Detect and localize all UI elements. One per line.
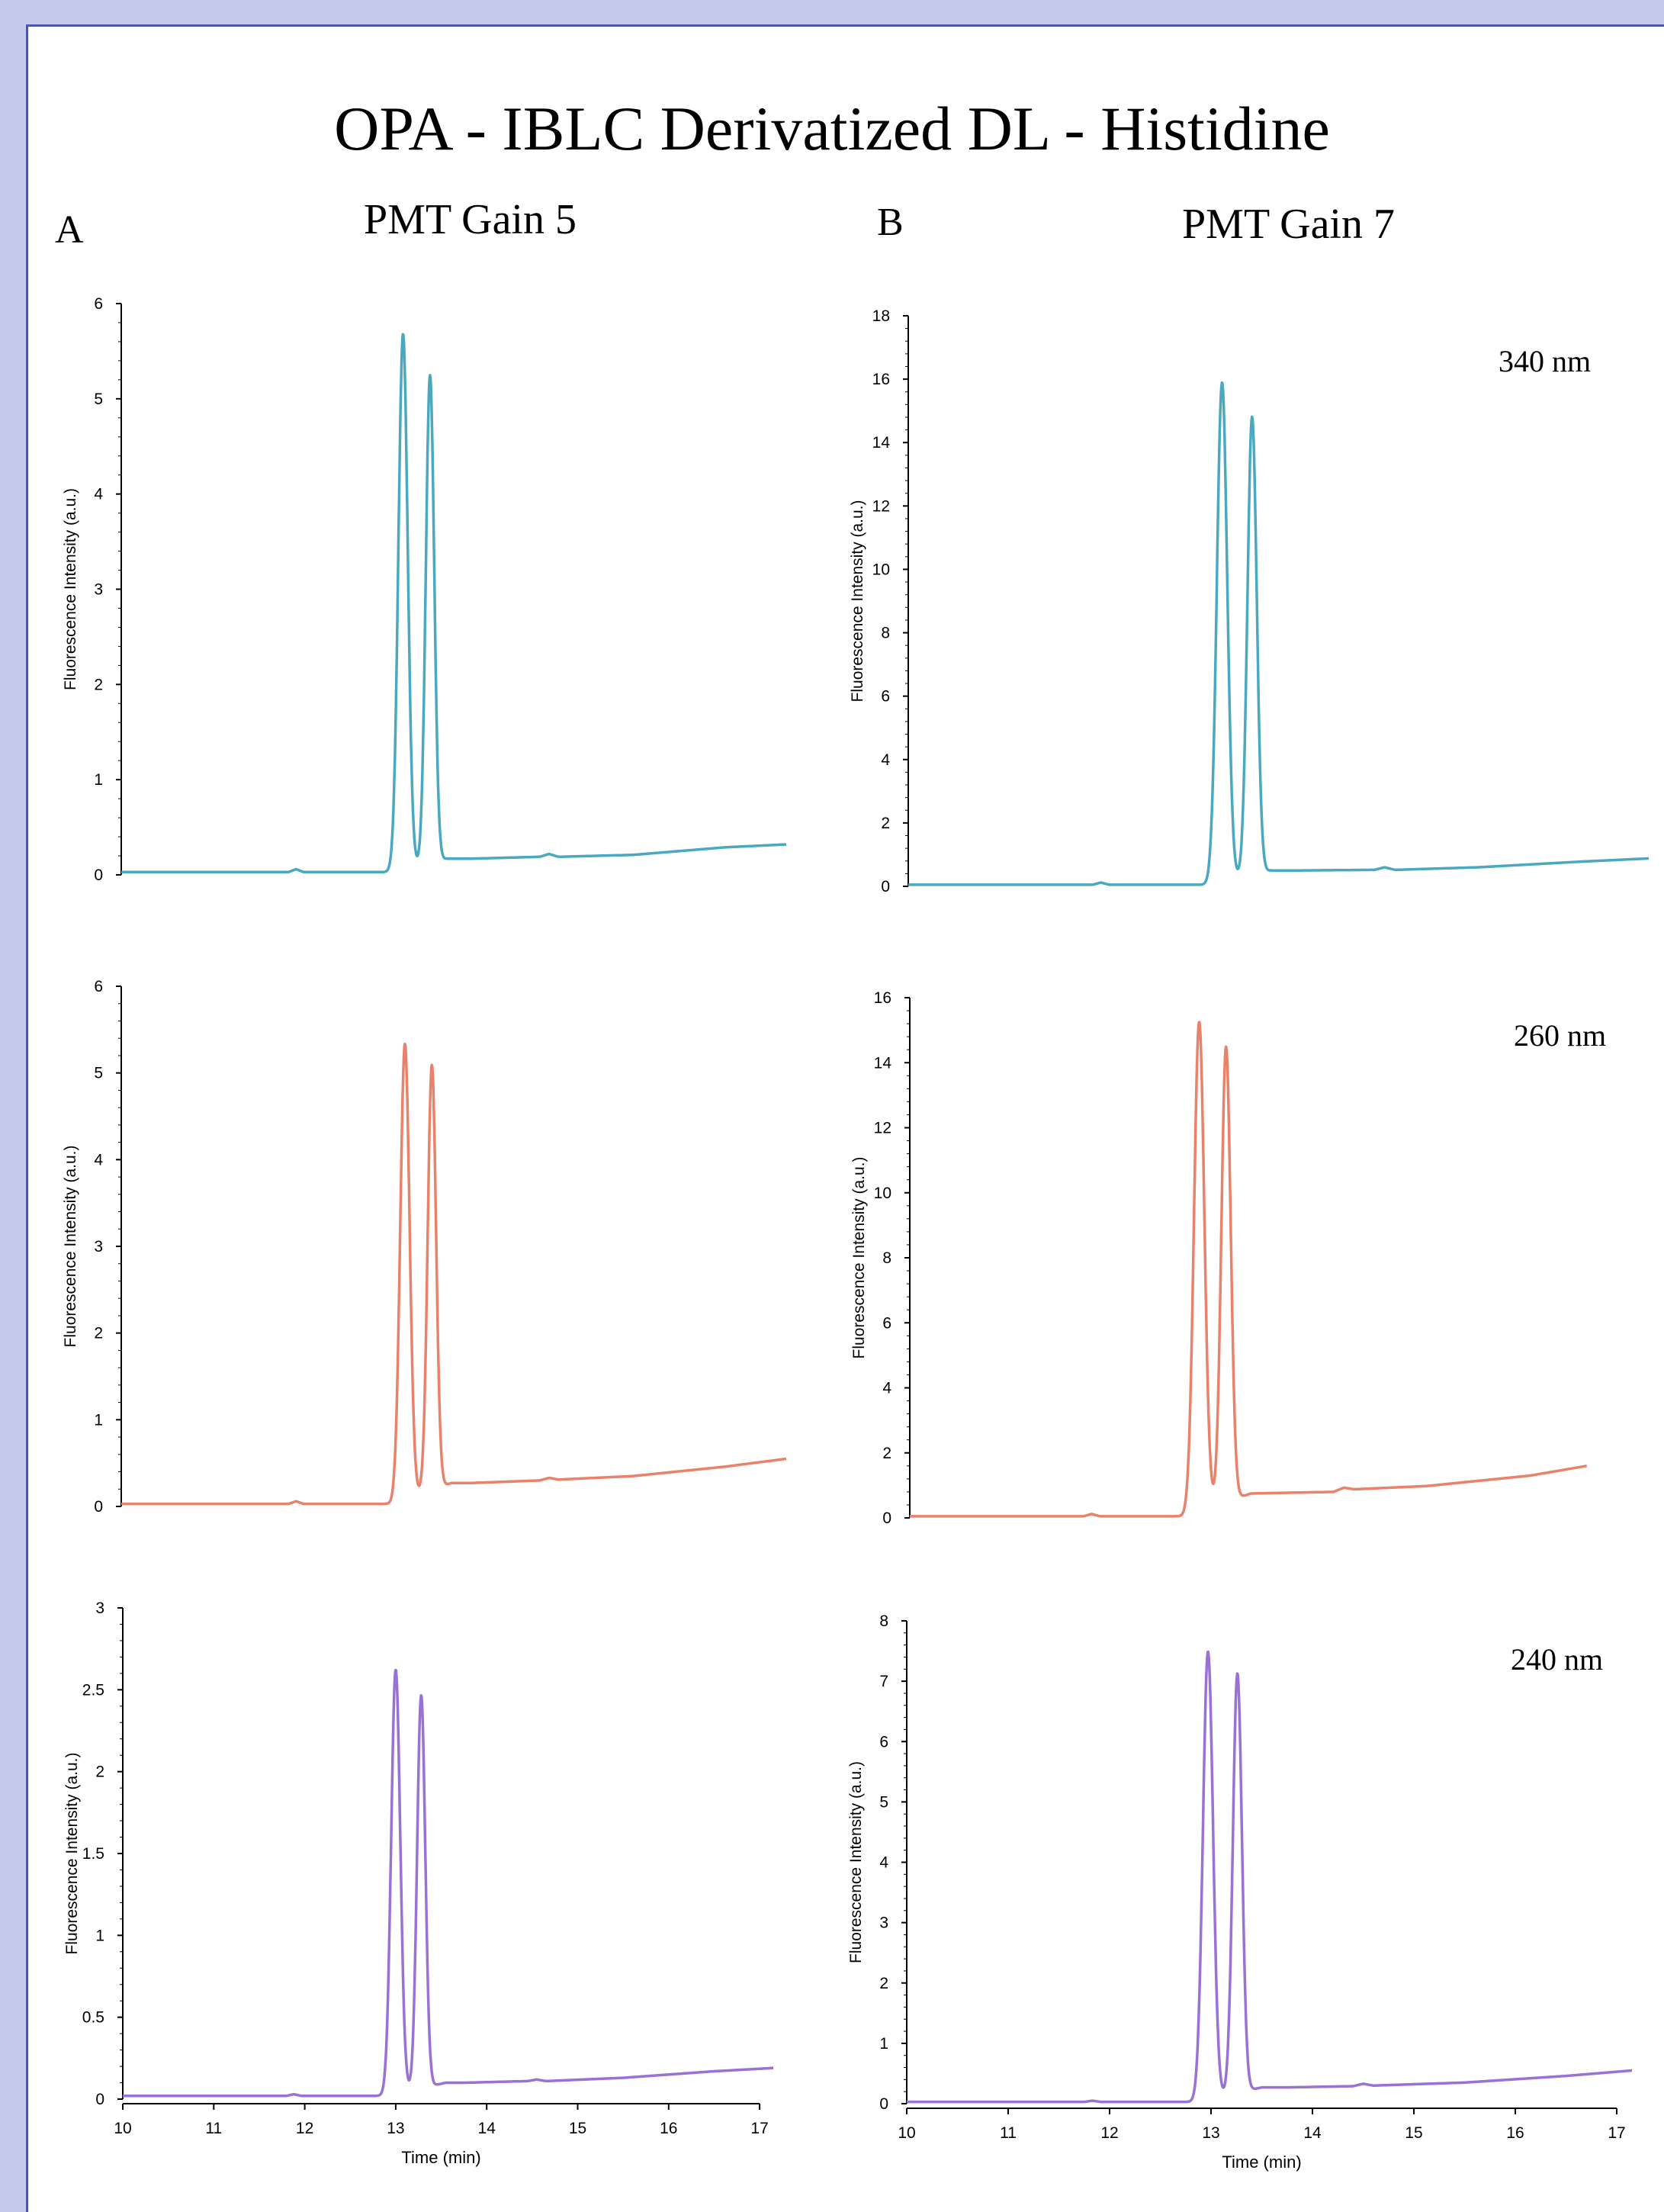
series-line <box>120 1042 788 1506</box>
y-tick-label: 2 <box>881 815 890 832</box>
y-tick-label: 6 <box>879 1733 888 1751</box>
x-tick-label: 10 <box>114 2120 131 2137</box>
y-tick-label: 10 <box>872 561 890 578</box>
x-tick-label: 14 <box>478 2120 496 2137</box>
y-tick-label: 4 <box>879 1854 888 1872</box>
y-tick-label: 2.5 <box>82 1681 104 1699</box>
y-axis-label: Fluorescence Intensity (a.u.) <box>63 1753 81 1955</box>
chart-B2: 0 2 4 6 8 10 12 14 16 Fluorescence Intensity (a.u… <box>850 989 1606 1527</box>
panel-label-b: B <box>877 201 904 244</box>
x-axis-label: Time (min) <box>401 2148 480 2167</box>
wavelength-label: 340 nm <box>1499 344 1591 378</box>
x-tick-label: 15 <box>1405 2124 1422 2142</box>
x-axis-label: Time (min) <box>1222 2153 1301 2172</box>
series-line <box>908 1021 1588 1518</box>
panel-label-a: A <box>55 208 84 252</box>
x-tick-label: 17 <box>750 2120 768 2137</box>
y-tick-label: 12 <box>874 1120 891 1137</box>
series-line <box>907 381 1650 886</box>
y-tick-label: 1.5 <box>82 1845 104 1863</box>
y-tick-label: 0 <box>94 866 103 884</box>
x-tick-label: 12 <box>296 2120 313 2137</box>
y-tick-label: 14 <box>872 434 891 452</box>
x-tick-label: 10 <box>898 2124 915 2142</box>
y-tick-label: 3 <box>94 581 103 599</box>
y-tick-label: 0 <box>881 878 890 895</box>
y-tick-label: 6 <box>94 295 103 313</box>
y-tick-label: 2 <box>879 1975 888 1992</box>
y-tick-label: 3 <box>879 1915 888 1932</box>
y-axis-label: Fluorescence Intensity (a.u.) <box>62 488 79 690</box>
y-tick-label: 3 <box>95 1600 104 1617</box>
x-tick-label: 12 <box>1100 2124 1118 2142</box>
y-tick-label: 2 <box>94 1325 103 1342</box>
y-tick-label: 0 <box>94 1498 103 1516</box>
series-line <box>120 333 788 874</box>
y-tick-label: 5 <box>879 1793 888 1811</box>
y-tick-label: 10 <box>874 1185 891 1202</box>
y-tick-label: 14 <box>874 1054 892 1072</box>
y-axis-label: Fluorescence Intensity (a.u.) <box>62 1146 79 1348</box>
wavelength-label: 240 nm <box>1511 1642 1603 1677</box>
y-tick-label: 0 <box>882 1509 891 1527</box>
y-tick-label: 5 <box>94 1065 103 1082</box>
series-line <box>905 1650 1633 2104</box>
y-tick-label: 1 <box>94 771 103 789</box>
y-tick-label: 6 <box>881 688 890 706</box>
series-line <box>121 1668 775 2098</box>
y-tick-label: 0 <box>879 2095 888 2113</box>
y-axis-label: Fluorescence Intensity (a.u.) <box>849 500 866 703</box>
x-tick-label: 13 <box>387 2120 404 2137</box>
y-tick-label: 18 <box>872 307 890 325</box>
x-tick-label: 17 <box>1608 2124 1625 2142</box>
y-tick-label: 1 <box>94 1411 103 1429</box>
y-tick-label: 2 <box>94 676 103 693</box>
chart-A1: 0 1 2 3 4 5 6 Fluorescence Intensity (a.u.) <box>62 295 788 884</box>
x-tick-label: 16 <box>660 2120 677 2137</box>
x-tick-label: 11 <box>1000 2124 1017 2142</box>
y-tick-label: 6 <box>882 1314 891 1332</box>
y-tick-label: 3 <box>94 1238 103 1256</box>
figure-frame <box>26 24 1664 2212</box>
x-tick-label: 15 <box>569 2120 586 2137</box>
x-tick-label: 16 <box>1506 2124 1524 2142</box>
y-tick-label: 8 <box>881 625 890 642</box>
y-tick-label: 12 <box>872 497 890 515</box>
x-tick-label: 13 <box>1202 2124 1219 2142</box>
y-tick-label: 6 <box>94 978 103 995</box>
column-heading-b: PMT Gain 7 <box>1182 201 1395 248</box>
chart-A3: 0 0.5 1 1.5 2 2.5 3 Fluorescence Intensity (a.u… <box>63 1600 775 2167</box>
x-tick-label: 14 <box>1303 2124 1322 2142</box>
y-tick-label: 5 <box>94 391 103 408</box>
y-axis-label: Fluorescence Intensity (a.u.) <box>850 1157 868 1359</box>
y-tick-label: 4 <box>882 1380 891 1397</box>
y-tick-label: 0.5 <box>82 2009 104 2027</box>
figure-title: OPA - IBLC Derivatized DL - Histidine <box>334 94 1330 163</box>
y-tick-label: 16 <box>874 989 891 1007</box>
y-tick-label: 2 <box>882 1445 891 1462</box>
y-tick-label: 1 <box>95 1927 104 1944</box>
y-tick-label: 16 <box>872 371 890 388</box>
y-tick-label: 4 <box>881 751 890 769</box>
y-tick-label: 2 <box>95 1763 104 1781</box>
y-tick-label: 1 <box>879 2035 888 2053</box>
y-tick-label: 4 <box>94 486 103 503</box>
y-axis-label: Fluorescence Intensity (a.u.) <box>847 1761 865 1963</box>
y-tick-label: 8 <box>882 1249 891 1267</box>
x-tick-label: 11 <box>205 2120 222 2137</box>
wavelength-label: 260 nm <box>1514 1018 1606 1053</box>
y-tick-label: 4 <box>94 1151 103 1169</box>
y-tick-label: 7 <box>879 1673 888 1690</box>
column-heading-a: PMT Gain 5 <box>364 196 577 243</box>
y-tick-label: 8 <box>879 1612 888 1630</box>
chart-A2: 0 1 2 3 4 5 6 Fluorescence Intensity (a.u.) <box>62 978 788 1516</box>
chart-B1: 0 2 4 6 8 10 12 14 16 18 Fluorescence Intensity (a… <box>849 307 1650 895</box>
y-tick-label: 0 <box>95 2091 104 2108</box>
